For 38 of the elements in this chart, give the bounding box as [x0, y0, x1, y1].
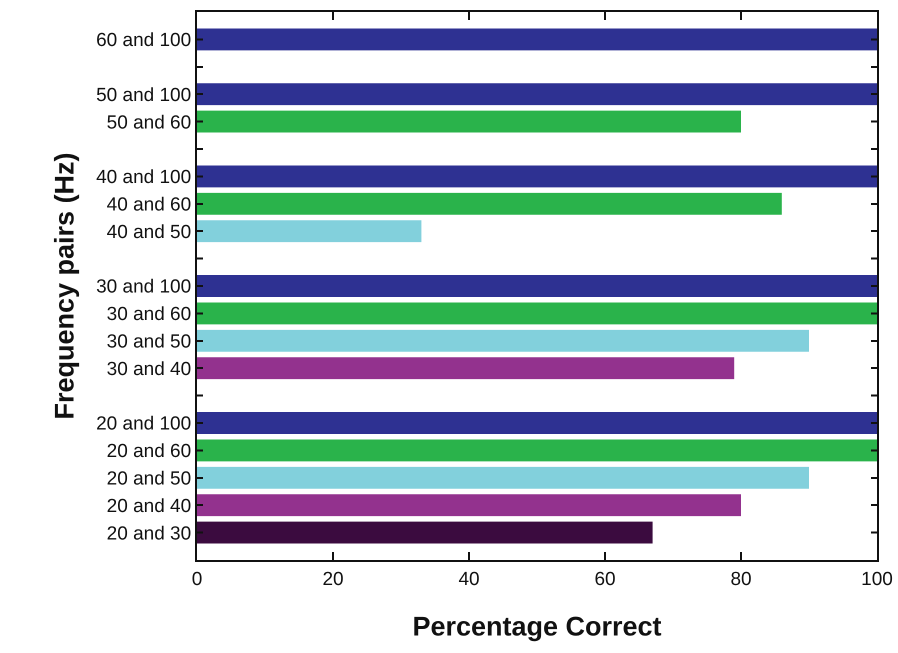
bar — [197, 330, 809, 352]
bar — [197, 412, 877, 434]
bar — [197, 28, 877, 50]
y-tick-label: 60 and 100 — [96, 30, 192, 52]
y-tick-label: 40 and 60 — [106, 194, 192, 216]
y-tick-label: 20 and 30 — [106, 523, 192, 544]
x-tick-label: 80 — [730, 568, 752, 590]
y-tick-label: 30 and 60 — [106, 304, 192, 326]
x-tick-label: 60 — [594, 568, 616, 590]
y-tick-label: 30 and 100 — [96, 276, 192, 298]
bar — [197, 165, 877, 188]
y-tick-label: 50 and 100 — [96, 84, 192, 106]
bar — [197, 357, 734, 380]
bar — [197, 302, 877, 324]
y-tick-label: 40 and 100 — [96, 167, 192, 188]
y-tick-label: 20 and 50 — [106, 468, 192, 490]
y-tick-label: 40 and 50 — [106, 222, 192, 243]
bar — [197, 522, 653, 544]
bar — [197, 275, 877, 297]
x-tick-label: 20 — [322, 568, 344, 590]
y-tick-label: 30 and 50 — [106, 331, 192, 352]
bar — [197, 192, 782, 215]
bar — [197, 110, 741, 133]
y-tick-label: 50 and 60 — [106, 112, 192, 134]
bar — [197, 494, 741, 516]
y-tick-label: 20 and 60 — [106, 441, 192, 462]
bar — [197, 220, 422, 242]
bar — [197, 466, 809, 489]
x-axis-title: Percentage Correct — [412, 612, 662, 642]
x-tick-label: 0 — [192, 568, 202, 590]
y-axis-title: Frequency pairs (Hz) — [50, 152, 80, 420]
y-tick-label: 30 and 40 — [106, 358, 192, 380]
bar — [197, 83, 877, 106]
y-tick-label: 20 and 100 — [96, 414, 192, 435]
y-tick-label: 20 and 40 — [106, 496, 192, 517]
bar — [197, 439, 877, 462]
x-tick-label: 100 — [861, 568, 893, 590]
x-tick-label: 40 — [458, 568, 480, 590]
